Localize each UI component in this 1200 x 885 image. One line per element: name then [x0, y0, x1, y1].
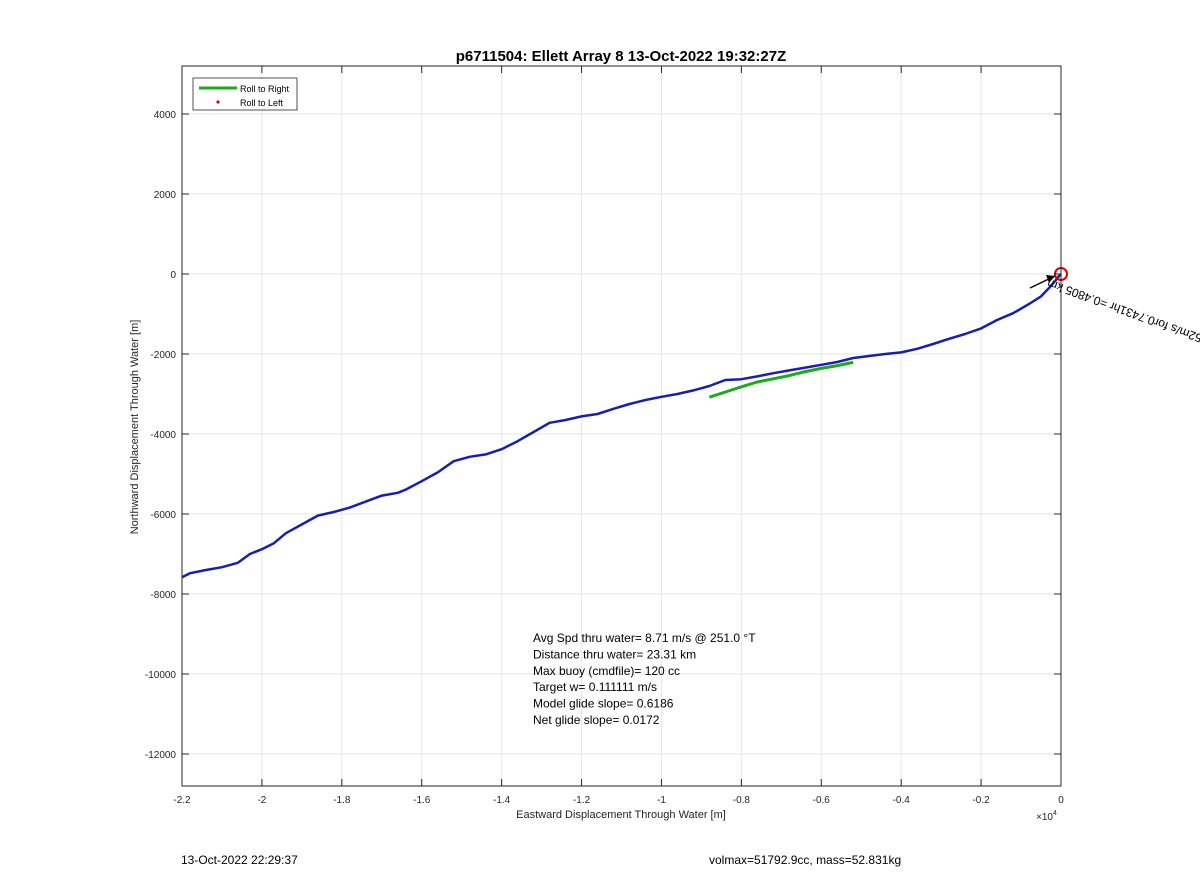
- x-tick-label: -1.2: [573, 795, 591, 806]
- y-tick-label: 2000: [154, 190, 177, 201]
- legend-label: Roll to Left: [240, 98, 284, 108]
- summary-line: Net glide slope= 0.0172: [533, 713, 660, 727]
- summary-line: Model glide slope= 0.6186: [533, 697, 674, 711]
- y-tick-label: -10000: [145, 670, 177, 681]
- x-axis-label: Eastward Displacement Through Water [m]: [516, 809, 726, 821]
- x-tick-label: -0.6: [813, 795, 831, 806]
- summary-line: Max buoy (cmdfile)= 120 cc: [533, 664, 680, 678]
- x-tick-label: -0.8: [733, 795, 751, 806]
- x-tick-label: 0: [1058, 795, 1064, 806]
- x-axis-exponent: ×104: [1036, 810, 1057, 823]
- y-tick-label: -12000: [145, 750, 177, 761]
- footer-timestamp: 13-Oct-2022 22:29:37: [181, 853, 298, 867]
- y-tick-label: -4000: [150, 430, 176, 441]
- legend-label: Roll to Right: [240, 84, 290, 94]
- series-roll-to-right: [708, 360, 854, 399]
- summary-line: Distance thru water= 23.31 km: [533, 647, 696, 661]
- footer-volmax-mass: volmax=51792.9cc, mass=52.831kg: [709, 853, 902, 867]
- y-tick-label: 0: [170, 270, 176, 281]
- x-tick-label: -0.2: [972, 795, 990, 806]
- summary-text-block: Avg Spd thru water= 8.71 m/s @ 251.0 °T D…: [533, 631, 756, 727]
- x-tick-label: -1: [657, 795, 666, 806]
- x-tick-label: -2: [257, 795, 266, 806]
- summary-line: Avg Spd thru water= 8.71 m/s @ 251.0 °T: [533, 631, 756, 645]
- plot-frame: [181, 65, 1062, 787]
- legend-swatch-roll-left: [216, 100, 220, 104]
- series-track: [181, 273, 1062, 579]
- x-exponent-base: ×10: [1036, 812, 1053, 823]
- y-tick-label: 4000: [154, 110, 177, 121]
- y-tick-label: -6000: [150, 510, 176, 521]
- x-tick-label: -1.8: [333, 795, 351, 806]
- summary-line: Target w= 0.111111 m/s: [533, 680, 657, 694]
- chart-title: p6711504: Ellett Array 8 13-Oct-2022 19:…: [456, 48, 786, 65]
- legend: Roll to Right Roll to Left: [192, 77, 298, 111]
- x-exponent-power: 4: [1053, 810, 1057, 817]
- current-arrow-head: [1046, 275, 1055, 283]
- x-tick-label: -1.6: [413, 795, 431, 806]
- axes-ticks: -2.2 -2 -1.8 -1.6 -1.4 -1.2 -1 -0.8 -0.6 -0.4 -0.2…: [145, 66, 1064, 806]
- x-tick-label: -2.2: [173, 795, 191, 806]
- y-tick-label: -2000: [150, 350, 176, 361]
- y-tick-label: -8000: [150, 590, 176, 601]
- y-axis-label: Northward Displacement Through Water [m]: [129, 320, 141, 535]
- x-tick-label: -1.4: [493, 795, 511, 806]
- x-tick-label: -0.4: [893, 795, 911, 806]
- legend-box: [192, 77, 298, 111]
